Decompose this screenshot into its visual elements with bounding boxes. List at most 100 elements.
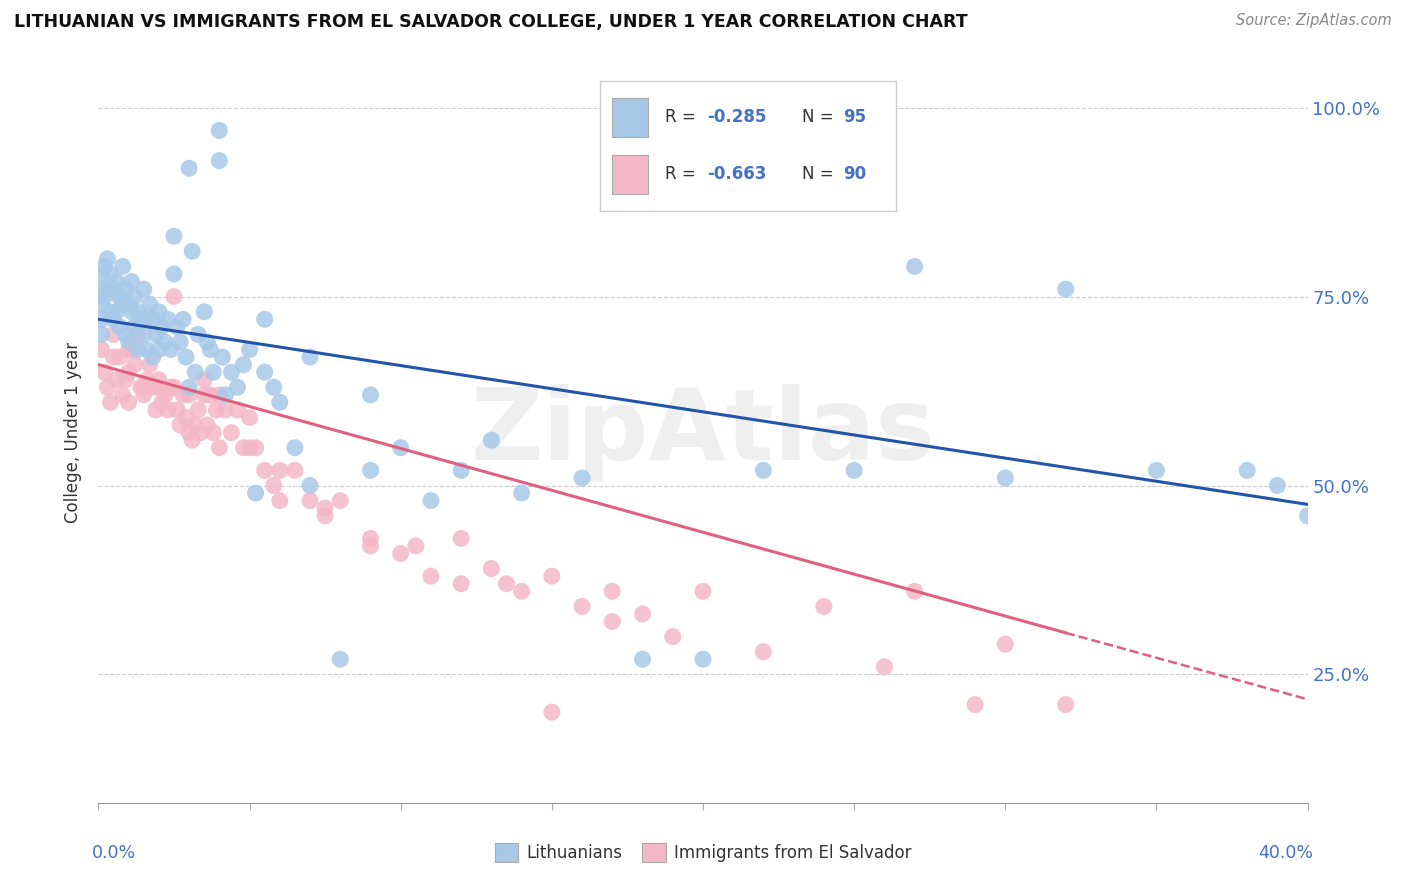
Point bbox=[124, 358, 146, 372]
Point bbox=[121, 343, 143, 357]
Point bbox=[193, 373, 215, 387]
Point bbox=[389, 441, 412, 455]
Point bbox=[108, 290, 131, 304]
Point bbox=[263, 380, 285, 394]
Point bbox=[90, 312, 112, 326]
Point bbox=[114, 327, 136, 342]
Point bbox=[142, 350, 165, 364]
Point bbox=[118, 334, 141, 349]
Point bbox=[571, 599, 593, 614]
Point bbox=[360, 388, 382, 402]
Point bbox=[139, 297, 162, 311]
Point bbox=[179, 388, 201, 402]
Point bbox=[172, 312, 194, 326]
Point bbox=[245, 441, 267, 455]
Point bbox=[360, 539, 382, 553]
Point bbox=[221, 425, 243, 440]
Point bbox=[1144, 463, 1167, 477]
Point bbox=[124, 290, 146, 304]
Point bbox=[1236, 463, 1258, 477]
Point bbox=[100, 395, 122, 409]
Point bbox=[214, 388, 236, 402]
Point bbox=[184, 418, 207, 433]
Point bbox=[226, 403, 249, 417]
Point bbox=[148, 343, 170, 357]
Point bbox=[132, 327, 155, 342]
Point bbox=[127, 343, 149, 357]
Point bbox=[202, 365, 225, 379]
Point bbox=[631, 607, 654, 621]
Point bbox=[873, 660, 896, 674]
Point bbox=[752, 645, 775, 659]
Point bbox=[100, 304, 122, 318]
Point bbox=[208, 123, 231, 137]
Point bbox=[105, 275, 128, 289]
Point bbox=[226, 380, 249, 394]
Point bbox=[450, 463, 472, 477]
Point bbox=[166, 403, 188, 417]
Point bbox=[208, 441, 231, 455]
Text: LITHUANIAN VS IMMIGRANTS FROM EL SALVADOR COLLEGE, UNDER 1 YEAR CORRELATION CHAR: LITHUANIAN VS IMMIGRANTS FROM EL SALVADO… bbox=[14, 13, 967, 31]
Point bbox=[314, 508, 336, 523]
Point bbox=[269, 493, 291, 508]
Point bbox=[360, 532, 382, 546]
Point bbox=[135, 312, 157, 326]
Point bbox=[190, 425, 212, 440]
Point bbox=[93, 365, 115, 379]
Point bbox=[166, 319, 188, 334]
Text: 40.0%: 40.0% bbox=[1258, 844, 1313, 862]
Point bbox=[90, 282, 112, 296]
Point bbox=[450, 532, 472, 546]
Point bbox=[163, 380, 186, 394]
Point bbox=[263, 478, 285, 492]
Point bbox=[135, 373, 157, 387]
Point bbox=[121, 304, 143, 318]
Point bbox=[661, 630, 683, 644]
Point bbox=[232, 358, 254, 372]
Point bbox=[602, 615, 624, 629]
Point bbox=[631, 652, 654, 666]
Point bbox=[602, 584, 624, 599]
Point bbox=[169, 334, 191, 349]
Point bbox=[90, 327, 112, 342]
Point bbox=[193, 304, 215, 318]
Point bbox=[150, 319, 173, 334]
Point bbox=[994, 637, 1017, 651]
Point bbox=[163, 267, 186, 281]
Point bbox=[103, 282, 125, 296]
Point bbox=[239, 410, 262, 425]
Point bbox=[540, 569, 562, 583]
Point bbox=[299, 350, 322, 364]
Point bbox=[108, 319, 131, 334]
Point bbox=[127, 327, 149, 342]
Point bbox=[103, 327, 125, 342]
Point bbox=[211, 350, 233, 364]
Point bbox=[239, 441, 262, 455]
Point bbox=[111, 297, 134, 311]
Point bbox=[124, 319, 146, 334]
Point bbox=[299, 493, 322, 508]
Point bbox=[96, 282, 118, 296]
Point bbox=[181, 433, 204, 447]
Point bbox=[510, 486, 533, 500]
Y-axis label: College, Under 1 year: College, Under 1 year bbox=[65, 342, 83, 524]
Point bbox=[200, 388, 222, 402]
Point bbox=[160, 380, 183, 394]
Point bbox=[1267, 478, 1289, 492]
Point bbox=[179, 161, 201, 176]
Point bbox=[163, 229, 186, 244]
Point bbox=[195, 334, 218, 349]
Legend: Lithuanians, Immigrants from El Salvador: Lithuanians, Immigrants from El Salvador bbox=[488, 836, 918, 869]
Point bbox=[329, 652, 352, 666]
Point bbox=[221, 365, 243, 379]
Point bbox=[187, 403, 209, 417]
Point bbox=[245, 486, 267, 500]
Point bbox=[105, 304, 128, 318]
Point bbox=[179, 380, 201, 394]
Point bbox=[481, 561, 503, 575]
Point bbox=[284, 463, 307, 477]
Point bbox=[844, 463, 866, 477]
Point bbox=[239, 343, 262, 357]
Point bbox=[145, 403, 167, 417]
Point bbox=[148, 373, 170, 387]
